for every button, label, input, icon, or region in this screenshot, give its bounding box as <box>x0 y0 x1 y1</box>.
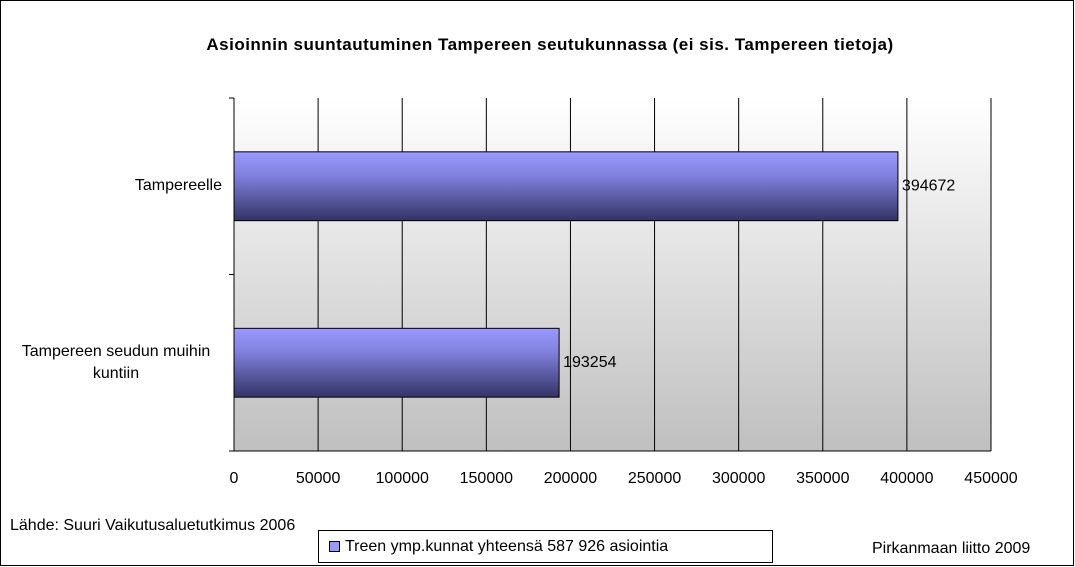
legend-label: Treen ymp.kunnat yhteensä 587 926 asioin… <box>345 538 668 555</box>
data-label: 394672 <box>902 177 955 194</box>
bar <box>233 151 899 222</box>
x-tick-label: 300000 <box>712 470 765 487</box>
data-label: 193254 <box>563 354 616 371</box>
credit: Pirkanmaan liitto 2009 <box>872 540 1031 557</box>
x-tick-label: 150000 <box>460 470 513 487</box>
x-tick-label: 200000 <box>544 470 597 487</box>
plot-area <box>234 98 991 451</box>
chart-title: Asioinnin suuntautuminen Tampereen seutu… <box>206 35 894 54</box>
x-tick-label: 50000 <box>296 470 341 487</box>
bar <box>233 327 560 398</box>
legend-swatch <box>329 541 340 552</box>
x-tick-label: 100000 <box>376 470 429 487</box>
y-tick-label: Tampereelle <box>134 177 222 195</box>
x-tick-label: 350000 <box>796 470 849 487</box>
x-tick-label: 250000 <box>628 470 681 487</box>
source: Lähde: Suuri Vaikutusaluetutkimus 2006 <box>10 517 296 534</box>
y-tick-label: Tampereen seudun muihin kuntiin <box>21 342 211 382</box>
x-tick-label: 0 <box>230 470 239 487</box>
legend-box <box>318 530 773 563</box>
x-tick-label: 450000 <box>964 470 1017 487</box>
x-tick-label: 400000 <box>880 470 933 487</box>
